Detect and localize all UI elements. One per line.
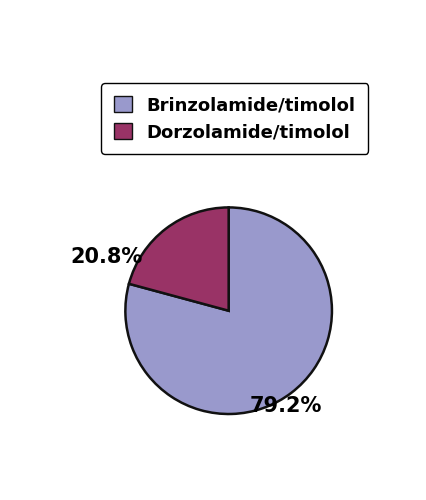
- Text: 79.2%: 79.2%: [249, 396, 322, 415]
- Wedge shape: [125, 208, 332, 414]
- Wedge shape: [129, 208, 229, 310]
- Legend: Brinzolamide/timolol, Dorzolamide/timolol: Brinzolamide/timolol, Dorzolamide/timolo…: [101, 84, 368, 154]
- Text: 20.8%: 20.8%: [71, 247, 143, 267]
